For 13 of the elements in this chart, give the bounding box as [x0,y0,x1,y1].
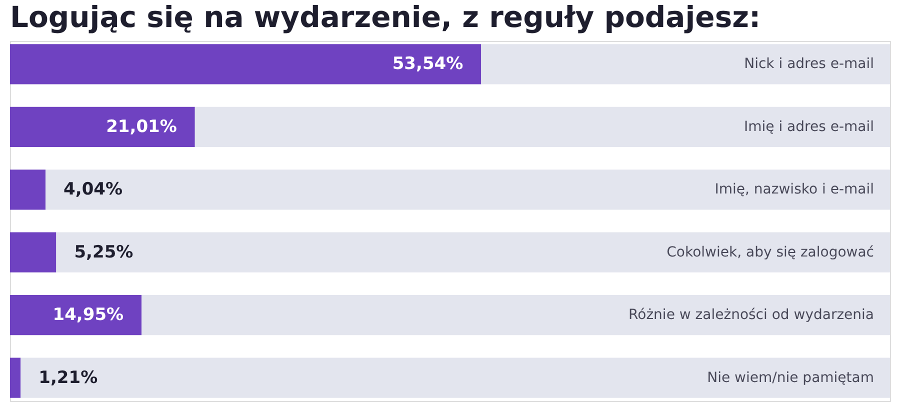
y-tick-label: Nie wiem/nie pamiętam [707,370,874,386]
data-label: 5,25% [74,242,134,262]
chart-title: Logując się na wydarzenie, z reguły podajesz: [10,0,761,34]
data-label: 14,95% [52,305,124,326]
y-tick-label: Cokolwiek, aby się zalogować [666,244,874,260]
data-label: 53,54% [392,54,464,74]
y-tick-label: Różnie w zależności od wydarzenia [628,307,874,324]
data-label: 1,21% [38,368,98,388]
data-label: 4,04% [64,180,123,200]
y-tick-label: Nick i adres e-mail [744,56,874,72]
y-tick-label: Imię i adres e-mail [744,118,874,135]
y-tick-label: Imię, nazwisko i e-mail [714,182,874,198]
data-label: 21,01% [106,116,177,137]
